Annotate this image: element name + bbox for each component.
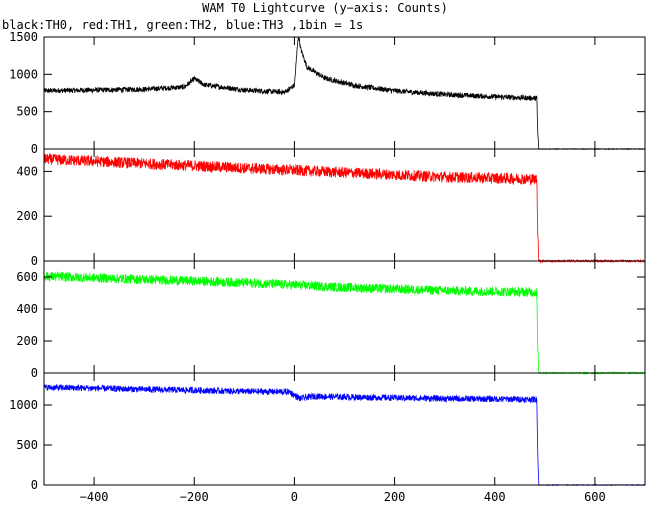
x-tick-label: 200 [384, 490, 406, 504]
y-tick-label: 200 [16, 209, 38, 223]
x-tick-label: 600 [584, 490, 606, 504]
chart-subtitle: black:TH0, red:TH1, green:TH2, blue:TH3 … [2, 18, 364, 32]
y-tick-label: 0 [31, 366, 38, 380]
x-tick-label: −400 [80, 490, 109, 504]
y-tick-label: 400 [16, 302, 38, 316]
y-tick-label: 400 [16, 164, 38, 178]
panel-frame [43, 372, 646, 486]
y-tick-label: 200 [16, 334, 38, 348]
series-line-th0 [43, 37, 645, 151]
y-tick-label: 0 [31, 142, 38, 156]
y-tick-label: 0 [31, 478, 38, 492]
panel-frame [43, 36, 646, 150]
y-tick-label: 1000 [9, 398, 38, 412]
x-tick-label: −200 [180, 490, 209, 504]
y-tick-label: 0 [31, 254, 38, 268]
series-line-th3 [43, 383, 646, 487]
x-tick-label: 0 [291, 490, 298, 504]
y-tick-label: 600 [16, 270, 38, 284]
chart-title: WAM T0 Lightcurve (y−axis: Counts) [202, 1, 448, 15]
y-tick-label: 1000 [9, 67, 38, 81]
y-tick-label: 500 [16, 105, 38, 119]
series-line-th1 [43, 153, 646, 264]
y-tick-label: 500 [16, 438, 38, 452]
y-tick-label: 1500 [9, 30, 38, 44]
x-tick-label: 400 [484, 490, 506, 504]
series-line-th2 [43, 271, 646, 376]
